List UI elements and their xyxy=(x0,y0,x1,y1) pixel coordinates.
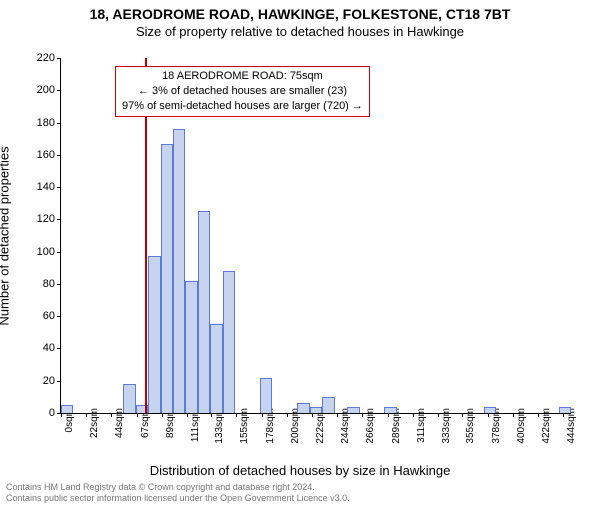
y-tick-mark xyxy=(57,187,61,188)
x-tick-mark xyxy=(111,413,112,417)
y-tick-mark xyxy=(57,348,61,349)
x-tick-label: 378sqm xyxy=(491,408,502,444)
histogram-bar xyxy=(559,407,571,413)
y-tick-mark xyxy=(57,58,61,59)
x-tick-label: 355sqm xyxy=(465,408,476,444)
y-tick-mark xyxy=(57,155,61,156)
chart-container: 18, AERODROME ROAD, HAWKINGE, FOLKESTONE… xyxy=(0,6,600,506)
histogram-bar xyxy=(310,407,322,413)
x-tick-label: 444sqm xyxy=(566,408,577,444)
y-tick-mark xyxy=(57,284,61,285)
y-tick-mark xyxy=(57,381,61,382)
x-tick-label: 200sqm xyxy=(290,408,301,444)
annotation-line: 18 AERODROME ROAD: 75sqm xyxy=(122,69,363,84)
x-tick-mark xyxy=(438,413,439,417)
x-tick-label: 22sqm xyxy=(89,408,100,438)
histogram-bar xyxy=(347,407,359,413)
footer-line: Contains public sector information licen… xyxy=(6,493,350,504)
x-tick-mark xyxy=(362,413,363,417)
x-tick-mark xyxy=(337,413,338,417)
histogram-bar xyxy=(484,407,496,413)
y-tick-label: 0 xyxy=(25,407,55,419)
y-tick-label: 20 xyxy=(25,375,55,387)
x-tick-label: 222sqm xyxy=(315,408,326,444)
x-tick-label: 266sqm xyxy=(365,408,376,444)
x-tick-mark xyxy=(61,413,62,417)
histogram-bar xyxy=(123,384,135,413)
x-tick-mark xyxy=(86,413,87,417)
x-tick-mark xyxy=(513,413,514,417)
histogram-bar xyxy=(260,378,272,414)
histogram-bar xyxy=(384,407,396,413)
annotation-line: ← 3% of detached houses are smaller (23) xyxy=(122,84,363,99)
histogram-bar xyxy=(198,211,210,413)
histogram-bar xyxy=(210,324,222,413)
y-tick-mark xyxy=(57,219,61,220)
footer-line: Contains HM Land Registry data © Crown c… xyxy=(6,482,350,493)
x-tick-label: 422sqm xyxy=(541,408,552,444)
y-tick-label: 60 xyxy=(25,310,55,322)
plot-area: 0204060801001201401601802002200sqm22sqm4… xyxy=(60,58,570,413)
y-tick-mark xyxy=(57,252,61,253)
x-tick-mark xyxy=(462,413,463,417)
y-tick-label: 80 xyxy=(25,278,55,290)
x-tick-label: 155sqm xyxy=(239,408,250,444)
histogram-bar xyxy=(173,129,185,413)
annotation-line: 97% of semi-detached houses are larger (… xyxy=(122,99,363,114)
histogram-bar xyxy=(185,281,197,413)
x-tick-mark xyxy=(211,413,212,417)
y-tick-label: 220 xyxy=(25,52,55,64)
y-tick-label: 120 xyxy=(25,213,55,225)
x-tick-label: 333sqm xyxy=(441,408,452,444)
x-tick-label: 400sqm xyxy=(516,408,527,444)
x-tick-mark xyxy=(388,413,389,417)
x-tick-mark xyxy=(563,413,564,417)
footer: Contains HM Land Registry data © Crown c… xyxy=(6,482,350,504)
histogram-bar xyxy=(148,256,160,413)
x-tick-mark xyxy=(162,413,163,417)
x-tick-label: 133sqm xyxy=(214,408,225,444)
y-tick-label: 40 xyxy=(25,342,55,354)
histogram-bar xyxy=(161,144,173,413)
chart-title-sub: Size of property relative to detached ho… xyxy=(0,24,600,39)
x-tick-mark xyxy=(488,413,489,417)
x-axis-label: Distribution of detached houses by size … xyxy=(0,463,600,478)
y-tick-mark xyxy=(57,316,61,317)
y-tick-label: 200 xyxy=(25,84,55,96)
histogram-bar xyxy=(322,397,334,413)
histogram-bar xyxy=(61,405,73,413)
y-tick-label: 100 xyxy=(25,246,55,258)
x-tick-mark xyxy=(262,413,263,417)
x-tick-mark xyxy=(312,413,313,417)
y-tick-label: 180 xyxy=(25,117,55,129)
x-tick-mark xyxy=(187,413,188,417)
x-tick-mark xyxy=(137,413,138,417)
x-tick-label: 178sqm xyxy=(265,408,276,444)
histogram-bar xyxy=(297,403,309,413)
y-tick-label: 160 xyxy=(25,149,55,161)
x-tick-label: 311sqm xyxy=(416,408,427,443)
chart-title-main: 18, AERODROME ROAD, HAWKINGE, FOLKESTONE… xyxy=(0,6,600,22)
x-tick-label: 111sqm xyxy=(190,408,201,442)
y-axis-label: Number of detached properties xyxy=(0,146,12,325)
y-tick-label: 140 xyxy=(25,181,55,193)
x-tick-mark xyxy=(413,413,414,417)
x-tick-mark xyxy=(236,413,237,417)
annotation-box: 18 AERODROME ROAD: 75sqm ← 3% of detache… xyxy=(115,66,370,117)
y-tick-mark xyxy=(57,90,61,91)
x-tick-label: 244sqm xyxy=(340,408,351,444)
histogram-bar xyxy=(223,271,235,413)
x-tick-label: 289sqm xyxy=(391,408,402,444)
x-tick-mark xyxy=(538,413,539,417)
y-tick-mark xyxy=(57,123,61,124)
x-tick-mark xyxy=(287,413,288,417)
